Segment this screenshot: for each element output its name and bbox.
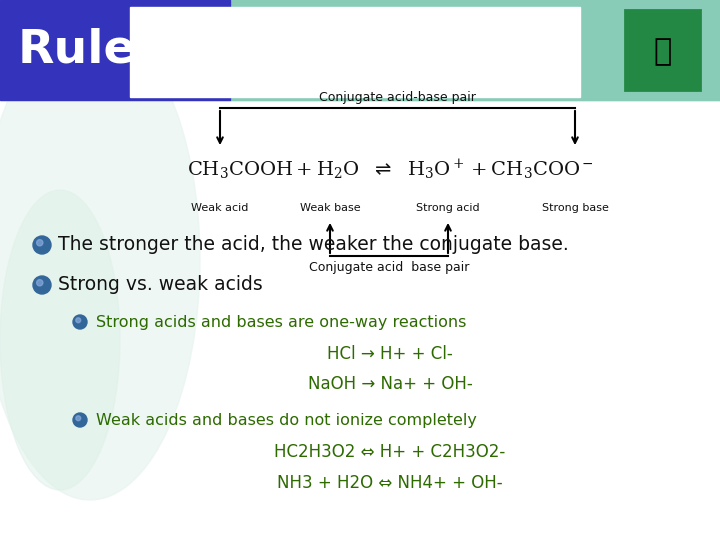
Text: NH3 + H2O ⇔ NH4+ + OH-: NH3 + H2O ⇔ NH4+ + OH-: [277, 474, 503, 492]
Text: $\mathdefault{CH_3COOH + H_2O}$  $\rightleftharpoons$  $\mathdefault{H_3O^+ + CH: $\mathdefault{CH_3COOH + H_2O}$ $\rightl…: [186, 158, 593, 183]
Text: Strong base: Strong base: [541, 203, 608, 213]
Circle shape: [76, 416, 81, 421]
Text: Strong vs. weak acids: Strong vs. weak acids: [58, 275, 263, 294]
Text: Weak base: Weak base: [300, 203, 360, 213]
Text: Strong acids and bases are one-way reactions: Strong acids and bases are one-way react…: [96, 314, 467, 329]
Circle shape: [73, 315, 87, 329]
Text: Conjugate acid  base pair: Conjugate acid base pair: [309, 261, 469, 274]
Text: Strong acid: Strong acid: [416, 203, 480, 213]
Bar: [0, 0, 230, 100]
Bar: [0, 0, 720, 100]
Ellipse shape: [0, 190, 120, 490]
Circle shape: [37, 240, 43, 246]
Circle shape: [76, 318, 81, 323]
Text: Weak acids and bases do not ionize completely: Weak acids and bases do not ionize compl…: [96, 413, 477, 428]
Bar: [625, 10, 700, 90]
Text: Rule: Rule: [18, 28, 137, 72]
Text: HC2H3O2 ⇔ H+ + C2H3O2-: HC2H3O2 ⇔ H+ + C2H3O2-: [274, 443, 505, 461]
Circle shape: [33, 276, 51, 294]
Text: HCl → H+ + Cl-: HCl → H+ + Cl-: [327, 345, 453, 363]
Bar: [230, 0, 720, 100]
Text: NaOH → Na+ + OH-: NaOH → Na+ + OH-: [307, 375, 472, 393]
Circle shape: [37, 280, 43, 286]
Text: Weak acid: Weak acid: [192, 203, 248, 213]
Circle shape: [73, 413, 87, 427]
Ellipse shape: [0, 20, 200, 500]
Bar: [130, 7, 580, 97]
Text: The stronger the acid, the weaker the conjugate base.: The stronger the acid, the weaker the co…: [58, 235, 569, 254]
Text: Conjugate acid-base pair: Conjugate acid-base pair: [319, 91, 476, 104]
Text: 🛡: 🛡: [654, 37, 672, 66]
Circle shape: [33, 236, 51, 254]
